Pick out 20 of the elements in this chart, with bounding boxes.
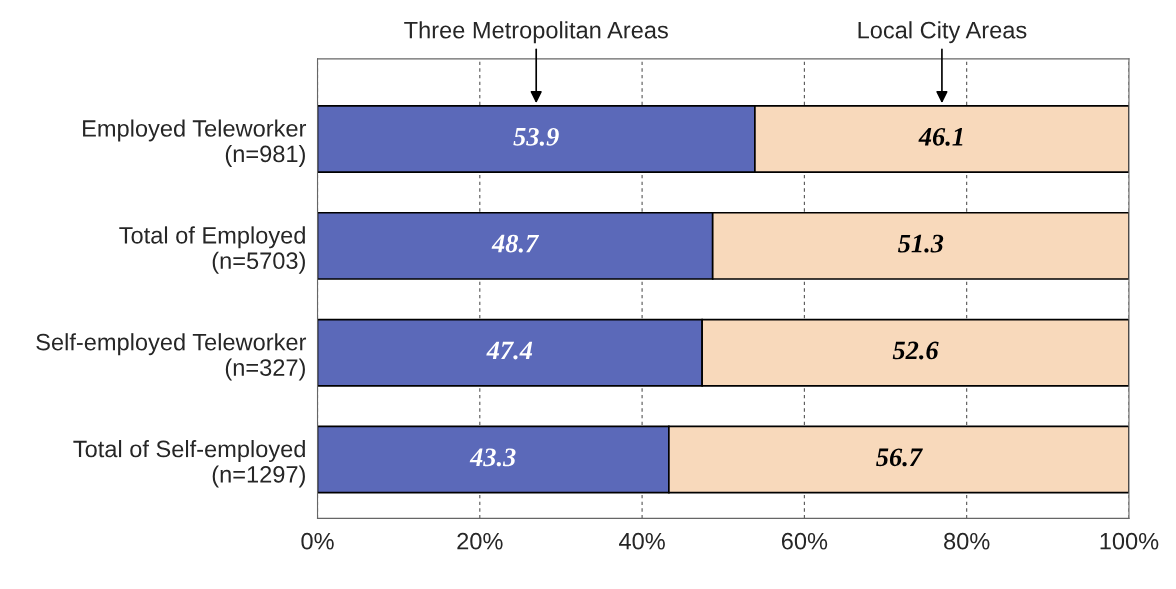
x-tick-label: 80% [944,532,990,550]
data-label: 56.7 [876,448,923,467]
data-label: 48.7 [491,234,540,253]
x-tick-label: 20% [457,532,503,550]
x-tick-label: 60% [781,532,828,550]
data-label: 52.6 [892,341,939,360]
data-label: 43.3 [469,448,516,467]
data-label: 47.4 [486,341,533,360]
x-tick-label: 0% [301,532,334,550]
data-label: 53.9 [513,127,559,146]
y-tick-label: Employed Teleworker (n=981) [83,119,307,167]
y-tick-label: Self-employed Teleworker (n=327) [36,333,307,381]
text: Local City Areas [858,21,1027,44]
data-label: 46.1 [918,127,963,146]
text: Three Metropolitan Areas [404,21,668,44]
y-tick-label: Total of Employed (n=5703) [119,226,305,274]
x-tick-label: 40% [619,532,665,550]
x-tick-label: 100% [1100,532,1159,550]
y-tick-label: Total of Self-employed (n=1297) [73,440,305,488]
data-label: 51.3 [898,234,944,253]
